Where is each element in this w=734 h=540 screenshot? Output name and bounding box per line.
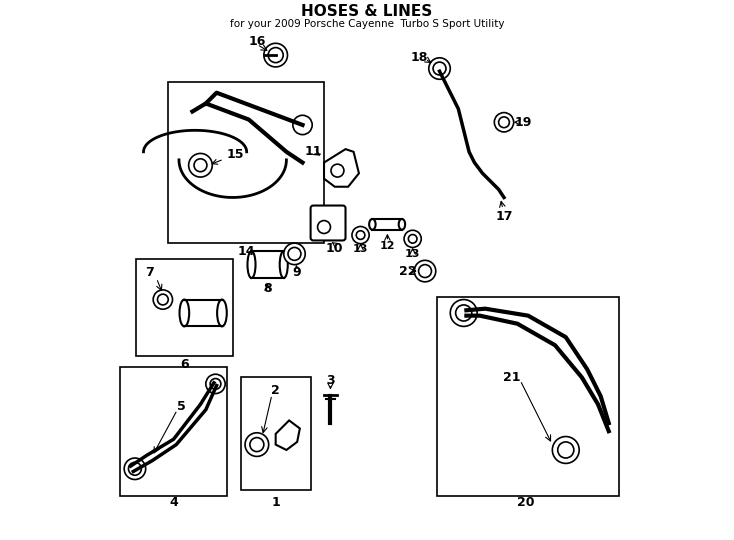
Circle shape: [293, 115, 312, 134]
Circle shape: [153, 290, 172, 309]
Text: 17: 17: [495, 210, 513, 223]
Text: 14: 14: [237, 245, 255, 258]
Circle shape: [356, 231, 365, 239]
Ellipse shape: [217, 300, 227, 326]
Circle shape: [128, 462, 142, 475]
Text: 20: 20: [517, 496, 534, 509]
Circle shape: [331, 164, 344, 177]
Circle shape: [158, 294, 168, 305]
Circle shape: [189, 153, 212, 177]
Circle shape: [494, 113, 514, 132]
Text: 5: 5: [178, 401, 186, 414]
Text: HOSES & LINES: HOSES & LINES: [302, 4, 432, 19]
Text: 1: 1: [272, 496, 280, 509]
Text: 3: 3: [326, 374, 335, 387]
Text: 13: 13: [353, 244, 368, 253]
Circle shape: [288, 247, 301, 260]
Text: 22: 22: [399, 265, 416, 278]
Circle shape: [553, 436, 579, 463]
Text: 21: 21: [504, 371, 521, 384]
Text: 7: 7: [145, 266, 154, 279]
FancyBboxPatch shape: [120, 367, 228, 496]
FancyBboxPatch shape: [310, 206, 346, 240]
Circle shape: [429, 58, 450, 79]
Circle shape: [498, 117, 509, 127]
Ellipse shape: [180, 300, 189, 326]
Circle shape: [194, 159, 207, 172]
Text: 15: 15: [212, 148, 244, 164]
Text: 4: 4: [170, 496, 178, 509]
Ellipse shape: [280, 251, 288, 278]
Circle shape: [404, 230, 421, 247]
Polygon shape: [324, 149, 359, 187]
Circle shape: [318, 220, 330, 233]
Text: 12: 12: [379, 241, 395, 251]
Text: 18: 18: [411, 51, 429, 64]
Circle shape: [558, 442, 574, 458]
Circle shape: [284, 243, 305, 265]
Circle shape: [450, 300, 477, 326]
FancyBboxPatch shape: [241, 377, 310, 490]
Text: 6: 6: [180, 357, 189, 370]
Ellipse shape: [247, 251, 255, 278]
Text: 2: 2: [272, 384, 280, 397]
Circle shape: [124, 458, 145, 480]
Circle shape: [245, 433, 269, 456]
Ellipse shape: [399, 219, 405, 230]
Text: 19: 19: [514, 116, 531, 129]
Circle shape: [264, 43, 288, 67]
Text: 11: 11: [305, 145, 322, 158]
Text: 8: 8: [264, 282, 272, 295]
Circle shape: [250, 437, 264, 451]
Circle shape: [418, 265, 432, 278]
Text: 9: 9: [293, 266, 302, 279]
Circle shape: [433, 62, 446, 75]
Text: 16: 16: [248, 35, 266, 48]
Ellipse shape: [369, 219, 376, 230]
Circle shape: [456, 305, 472, 321]
FancyBboxPatch shape: [168, 82, 324, 243]
FancyBboxPatch shape: [136, 259, 233, 356]
Circle shape: [268, 48, 283, 63]
Circle shape: [352, 226, 369, 244]
Text: 10: 10: [326, 242, 344, 255]
FancyBboxPatch shape: [437, 297, 619, 496]
Circle shape: [414, 260, 436, 282]
Circle shape: [408, 234, 417, 243]
Polygon shape: [276, 421, 300, 450]
Text: for your 2009 Porsche Cayenne  Turbo S Sport Utility: for your 2009 Porsche Cayenne Turbo S Sp…: [230, 18, 504, 29]
Circle shape: [210, 379, 221, 389]
Circle shape: [206, 374, 225, 394]
Text: 13: 13: [405, 249, 421, 259]
